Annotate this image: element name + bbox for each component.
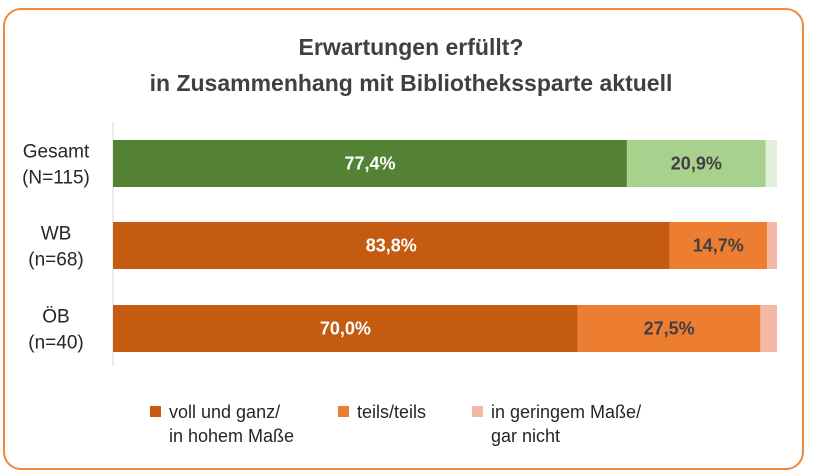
legend-item-3: in geringem Maße/gar nicht xyxy=(472,400,641,448)
legend-label-2-line-1: teils/teils xyxy=(357,402,427,422)
category-n-label-2: (n=68) xyxy=(28,250,83,271)
legend-swatch-2 xyxy=(338,406,349,417)
legend-label-2: teils/teils xyxy=(357,400,426,424)
legend-label-3-line-1: in geringem Maße/ xyxy=(491,402,642,422)
category-label-2: WB xyxy=(41,224,72,245)
value-labels: 77,4% 20,9% 83,8% 14,7% 70,0% 27,5% xyxy=(320,154,744,339)
bar-segment-1-1 xyxy=(113,140,627,187)
value-label-1-1: 77,4% xyxy=(344,154,395,174)
legend-label-1: voll und ganz/in hohem Maße xyxy=(169,400,294,448)
category-n-label-3: (n=40) xyxy=(28,333,83,354)
legend-label-1-line-2: in hohem Maße xyxy=(169,426,295,446)
bar-segment-2-3 xyxy=(767,222,777,269)
bar-segment-1-3 xyxy=(765,140,777,187)
legend-item-1: voll und ganz/in hohem Maße xyxy=(150,400,294,448)
legend-label-1-line-1: voll und ganz/ xyxy=(169,402,281,422)
legend-swatch-3 xyxy=(472,406,483,417)
value-label-3-1: 70,0% xyxy=(320,319,371,339)
value-label-2-1: 83,8% xyxy=(366,236,417,256)
category-labels: Gesamt (N=115) WB (n=68) ÖB (n=40) xyxy=(22,142,90,354)
value-label-2-2: 14,7% xyxy=(693,236,744,256)
category-label-1: Gesamt xyxy=(23,142,90,163)
value-label-3-2: 27,5% xyxy=(644,319,695,339)
legend-label-3-line-2: gar nicht xyxy=(491,426,561,446)
legend-item-2: teils/teils xyxy=(338,400,426,424)
legend: voll und ganz/in hohem Maße teils/teils in… xyxy=(150,400,800,460)
category-label-3: ÖB xyxy=(42,307,69,328)
bar-segment-2-1 xyxy=(113,222,670,269)
legend-swatch-1 xyxy=(150,406,161,417)
bar-segment-2-2 xyxy=(669,222,768,269)
value-label-1-2: 20,9% xyxy=(671,154,722,174)
bar-segment-3-2 xyxy=(577,305,761,352)
category-n-label-1: (N=115) xyxy=(22,168,90,189)
bar-segment-3-1 xyxy=(113,305,578,352)
chart-subtitle: in Zusammenhang mit Bibliothekssparte ak… xyxy=(149,70,673,96)
legend-label-3: in geringem Maße/gar nicht xyxy=(491,400,641,448)
chart-title: Erwartungen erfüllt? xyxy=(298,34,524,60)
bar-segment-1-2 xyxy=(626,140,766,187)
bars xyxy=(113,140,777,352)
bar-segment-3-3 xyxy=(760,305,777,352)
